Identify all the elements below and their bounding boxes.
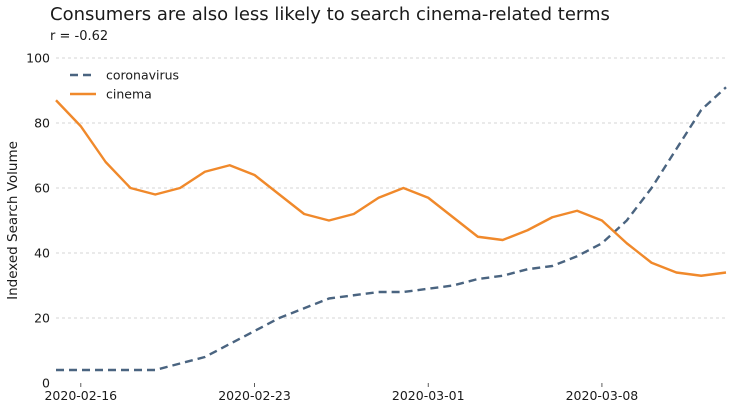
legend-label-cinema: cinema [106, 87, 152, 102]
y-tick-label: 0 [42, 376, 50, 391]
y-tick-label: 40 [34, 246, 50, 261]
chart-title: Consumers are also less likely to search… [50, 4, 610, 25]
x-tick-label: 2020-03-01 [392, 388, 465, 403]
y-tick-label: 60 [34, 181, 50, 196]
y-tick-label: 100 [26, 51, 50, 66]
gridlines [56, 57, 726, 319]
series-lines [55, 86, 727, 372]
x-tick-label: 2020-02-23 [218, 388, 291, 403]
x-tick-label: 2020-03-08 [566, 388, 639, 403]
y-tick-label: 20 [34, 311, 50, 326]
legend-label-coronavirus: coronavirus [106, 68, 179, 83]
axes: 0 20 40 60 80 100 2020-02-16 2020-02-23 2020-03-… [5, 51, 638, 404]
x-tick-label: 2020-02-16 [44, 388, 117, 403]
series-line-cinema [55, 99, 727, 277]
series-line-coronavirus [56, 86, 727, 372]
chart-subtitle: r = -0.62 [50, 29, 109, 44]
y-axis-label: Indexed Search Volume [5, 141, 21, 300]
legend: coronavirus cinema [70, 68, 179, 102]
y-tick-label: 80 [34, 116, 50, 131]
